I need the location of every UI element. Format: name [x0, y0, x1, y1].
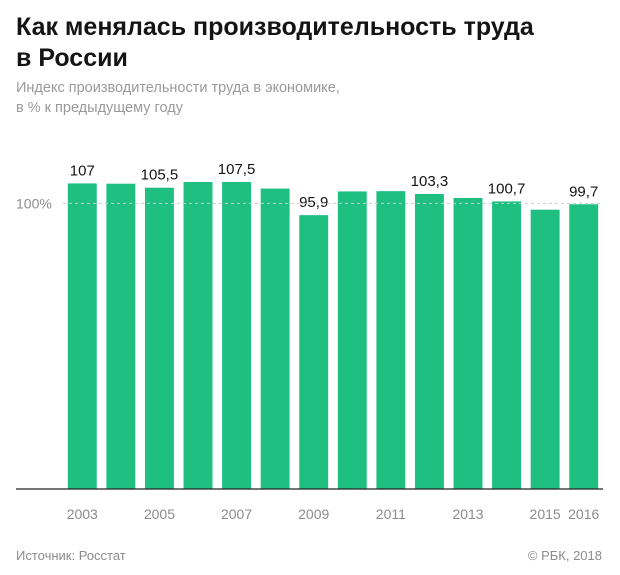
bar-2010 [337, 191, 367, 490]
bar-2015 [530, 209, 560, 489]
x-tick-label-2011: 2011 [376, 506, 406, 522]
bar-2009 [299, 215, 329, 489]
bar-2003 [67, 183, 97, 489]
x-tick-label-2016: 2016 [568, 506, 599, 522]
source-note: Источник: Росстат [16, 548, 126, 563]
data-label-2016: 99,7 [569, 183, 598, 200]
reference-line-label: 100% [16, 195, 52, 211]
data-label-2014: 100,7 [488, 180, 526, 197]
x-tick-label-2013: 2013 [452, 506, 483, 522]
bar-2008 [260, 188, 290, 489]
data-label-2007: 107,5 [218, 161, 256, 178]
bar-2004 [106, 183, 136, 489]
bar-2007 [222, 182, 252, 489]
x-tick-label-2005: 2005 [144, 506, 175, 522]
bar-2011 [376, 191, 406, 489]
x-tick-label-2009: 2009 [298, 506, 329, 522]
bar-2006 [183, 182, 213, 489]
bar-2014 [492, 201, 522, 490]
x-tick-label-2007: 2007 [221, 506, 252, 522]
x-tick-label-2003: 2003 [67, 506, 98, 522]
bar-2016 [569, 204, 599, 489]
bar-2013 [453, 197, 483, 490]
data-label-2003: 107 [70, 162, 95, 179]
chart-subtitle: Индекс производительности труда в эконом… [16, 80, 340, 116]
data-label-2005: 105,5 [141, 167, 179, 184]
chart-title: Как менялась производительность труда в … [16, 13, 534, 72]
data-label-2009: 95,9 [299, 194, 328, 211]
bar-2005 [144, 187, 174, 489]
bar-2012 [414, 193, 444, 490]
copyright-note: © РБК, 2018 [527, 548, 602, 563]
data-label-2012: 103,3 [411, 173, 449, 190]
x-tick-label-2015: 2015 [530, 506, 561, 522]
